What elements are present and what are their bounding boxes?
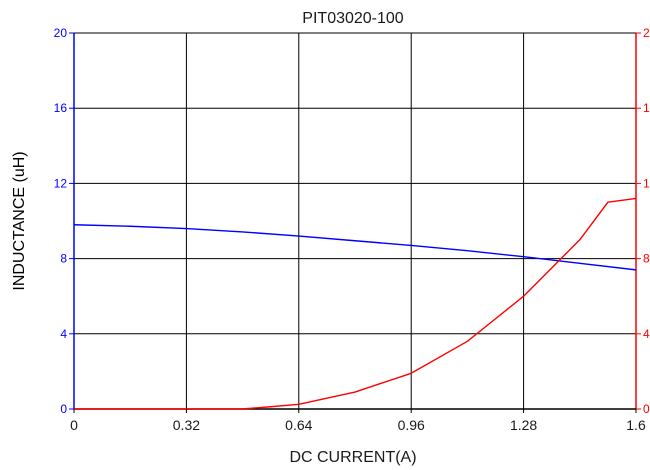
chart-title: PIT03020-100	[302, 10, 404, 27]
x-tick-label: 0	[70, 417, 78, 433]
y-right-tick-label: 1	[643, 101, 650, 115]
y-left-tick-label: 8	[60, 252, 67, 266]
x-tick-label: 1.28	[510, 417, 537, 433]
y-axis-label: INDUCTANCE (uH)	[11, 151, 28, 290]
y-right-tick-label: 1	[643, 176, 650, 190]
y-right-tick-label: 8	[643, 252, 650, 266]
x-tick-label: 1.6	[626, 417, 646, 433]
y-left-tick-label: 0	[60, 402, 67, 416]
x-tick-label: 0.96	[398, 417, 425, 433]
series-lines	[73, 197, 637, 410]
x-axis-label: DC CURRENT(A)	[289, 449, 416, 466]
y-right-tick-label: 0	[643, 402, 650, 416]
y-left-tick-label: 20	[54, 26, 68, 40]
inductance-curve	[73, 224, 637, 271]
y-right-tick-label: 2	[643, 26, 650, 40]
red-curve	[74, 197, 637, 410]
y-left-tick-label: 16	[54, 101, 68, 115]
y-left-tick-label: 12	[54, 176, 68, 190]
y-right-tick-label: 4	[643, 327, 650, 341]
y-left-tick-label: 4	[60, 327, 67, 341]
x-tick-label: 0.32	[173, 417, 200, 433]
grid	[73, 32, 637, 410]
x-tick-label: 0.64	[285, 417, 312, 433]
